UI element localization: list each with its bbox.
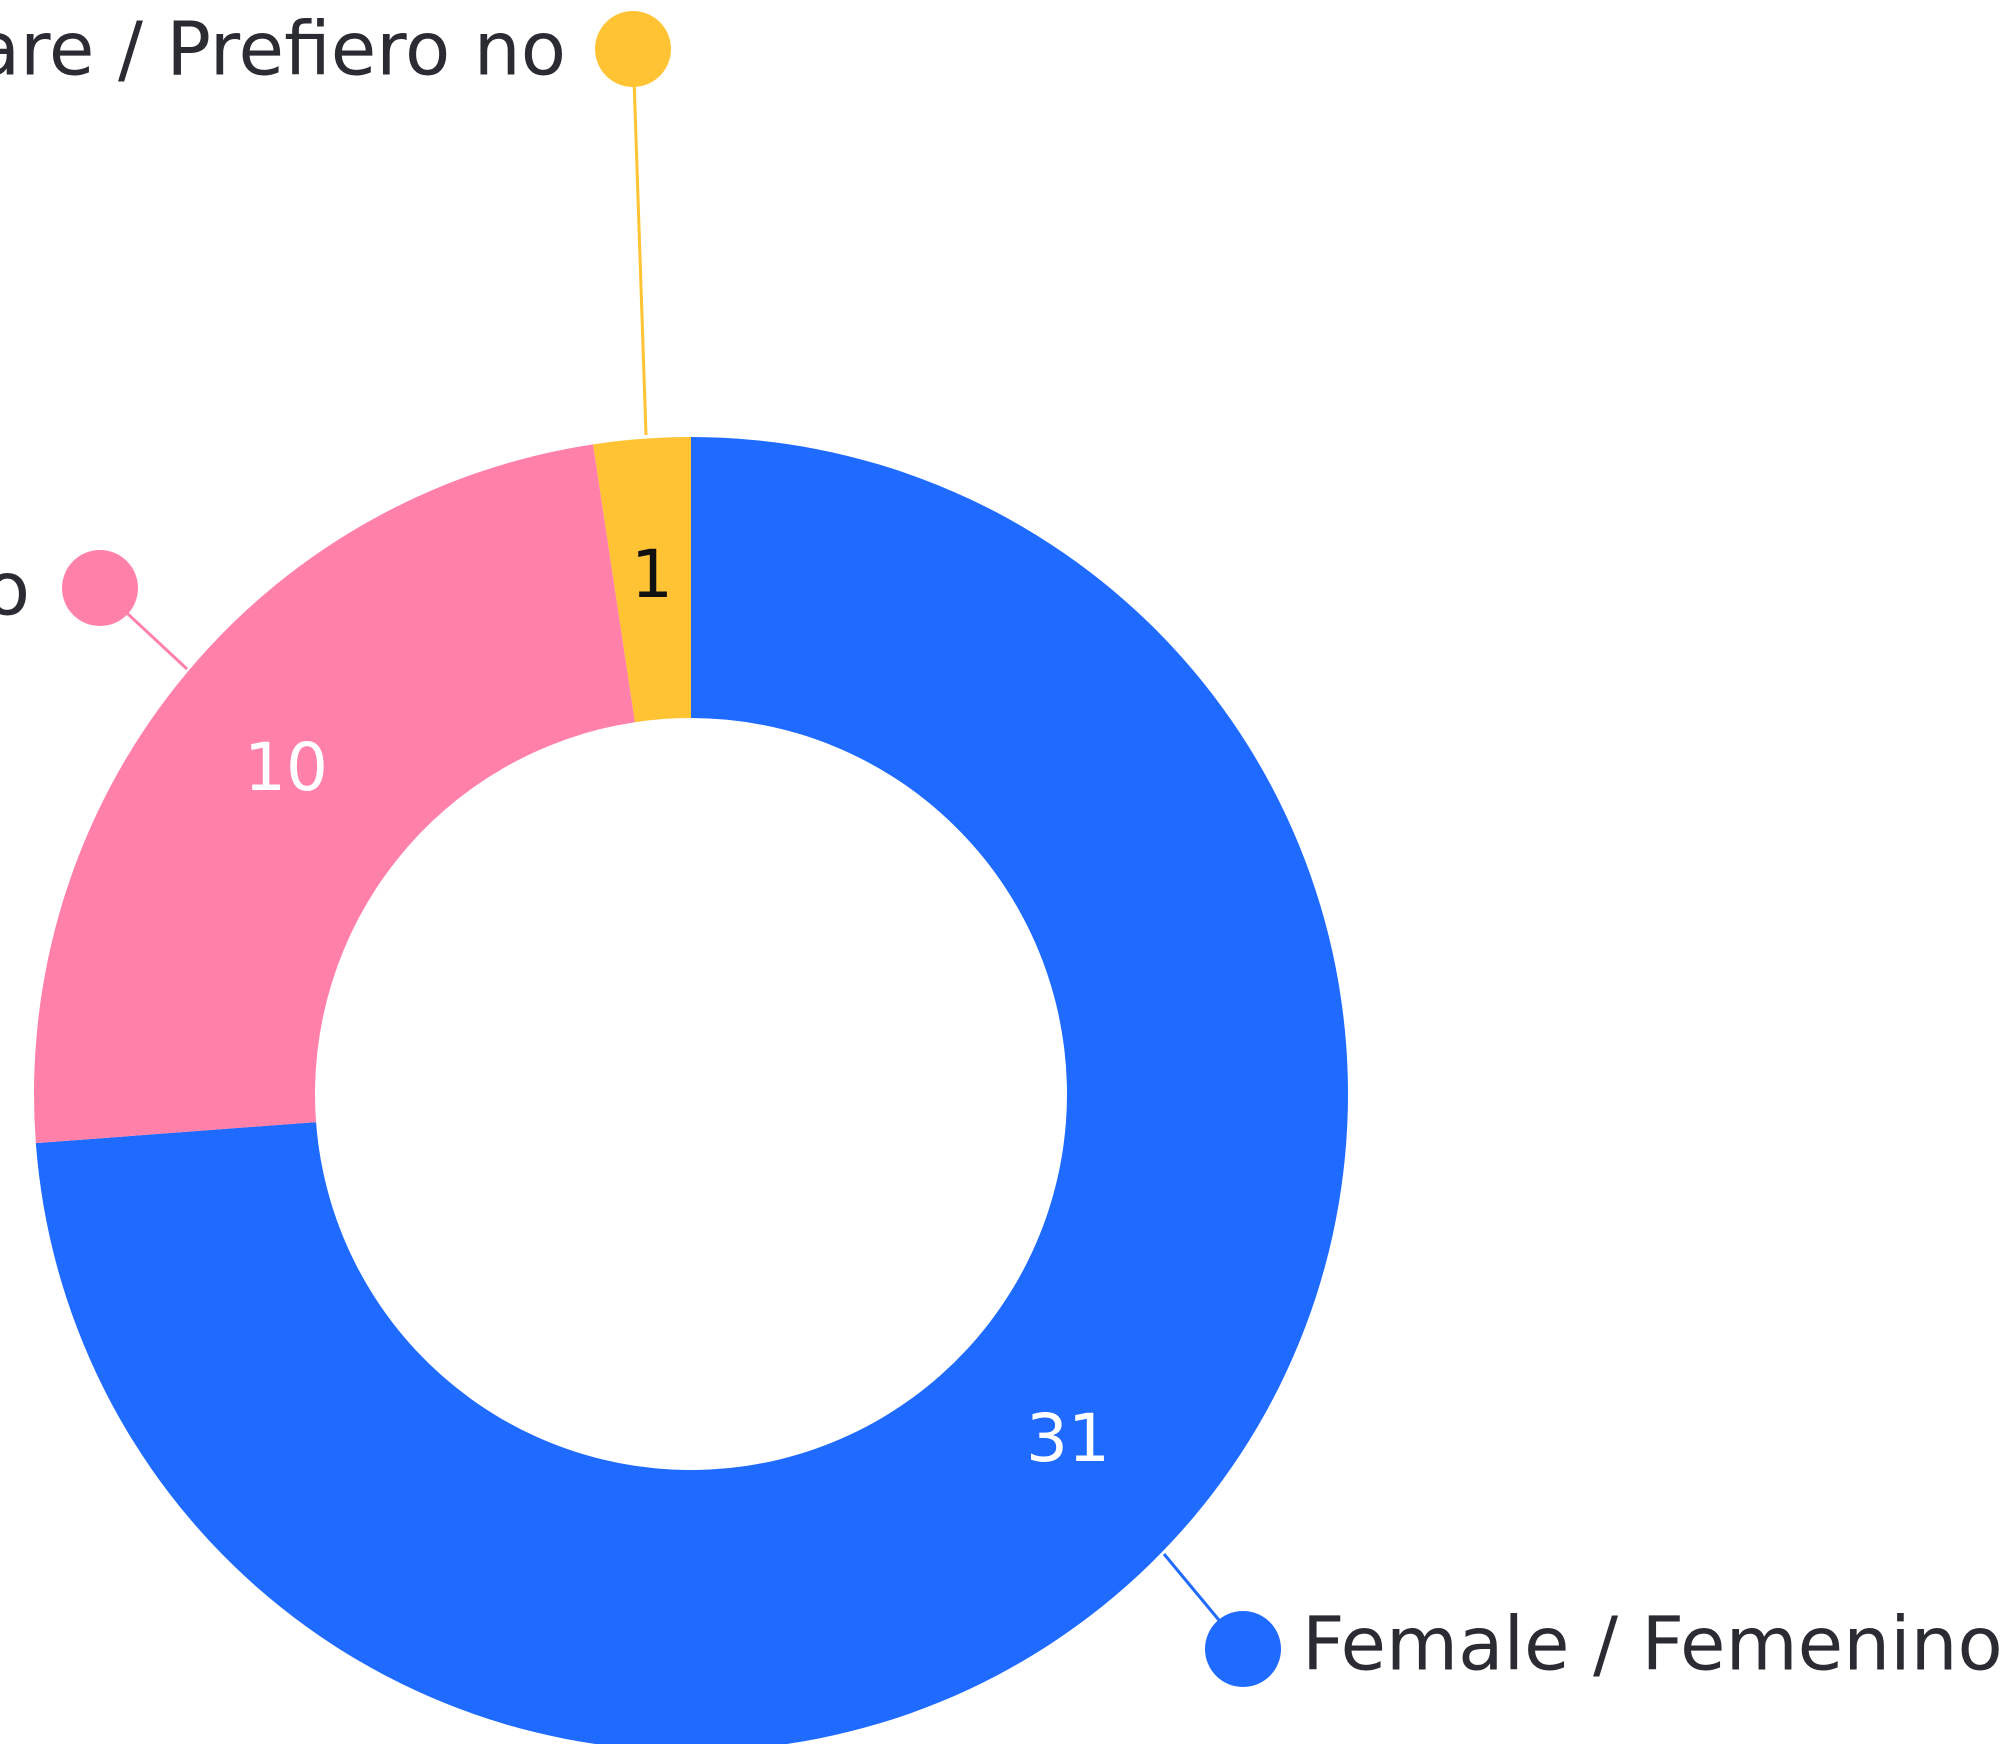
donut-slice <box>34 444 635 1144</box>
value-label: 31 <box>1026 1400 1110 1477</box>
category-label: o <box>0 547 30 633</box>
category-label: are / Prefiero no <box>0 7 566 93</box>
value-label: 10 <box>244 729 328 806</box>
callout-line <box>631 48 648 436</box>
category-label: Female / Femenino <box>1302 1602 2003 1688</box>
donut-slice <box>593 437 691 723</box>
legend-dot <box>62 550 138 626</box>
legend-dot <box>595 11 671 87</box>
donut-slice <box>35 437 1348 1744</box>
legend-dot <box>1205 1611 1281 1687</box>
value-label: 1 <box>631 536 673 613</box>
